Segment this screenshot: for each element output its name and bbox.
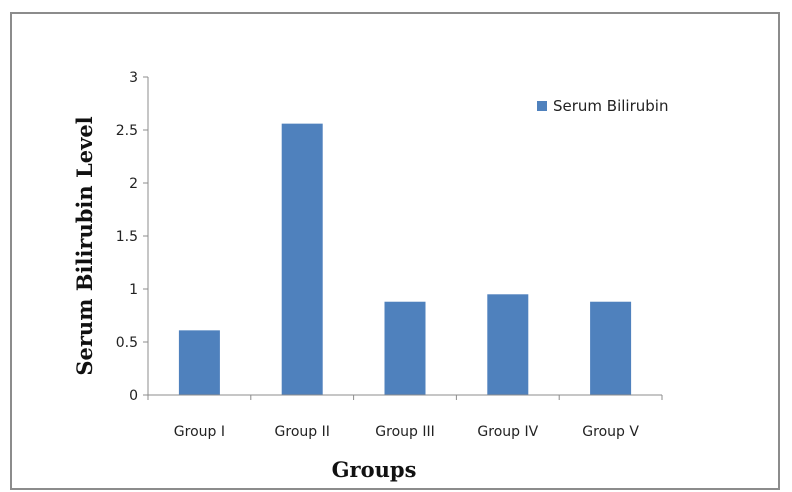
chart-frame <box>10 12 780 490</box>
x-axis-title: Groups <box>332 457 417 482</box>
x-axis-ticks: Group I Group II Group III Group IV Group V <box>147 395 663 440</box>
x-tick-label: Group IV <box>477 424 538 440</box>
y-axis-title: Serum Bilirubin Level <box>72 116 97 375</box>
bar-group-i <box>178 330 220 395</box>
legend: Serum Bilirubin <box>537 97 668 115</box>
x-tick-label: Group II <box>275 424 330 440</box>
y-tick-label: 3 <box>129 70 138 86</box>
y-axis-ticks: 0 0.5 1 1.5 2 2.5 3 <box>116 70 148 404</box>
bar-group-iv <box>487 294 529 395</box>
y-tick-label: 2 <box>129 176 138 192</box>
bar-group-v <box>590 301 632 395</box>
legend-label: Serum Bilirubin <box>553 97 668 115</box>
y-tick-label: 1.5 <box>116 229 138 245</box>
x-tick-label: Group I <box>174 424 225 440</box>
y-tick-label: 1 <box>129 282 138 298</box>
bar-group-iii <box>384 301 426 395</box>
y-tick-label: 0 <box>129 388 138 404</box>
legend-swatch <box>537 101 547 111</box>
plot-area <box>178 123 632 395</box>
y-tick-label: 0.5 <box>116 335 138 351</box>
x-tick-label: Group V <box>582 424 639 440</box>
x-tick-label: Group III <box>375 424 434 440</box>
y-tick-label: 2.5 <box>116 123 138 139</box>
bar-group-ii <box>281 123 323 395</box>
